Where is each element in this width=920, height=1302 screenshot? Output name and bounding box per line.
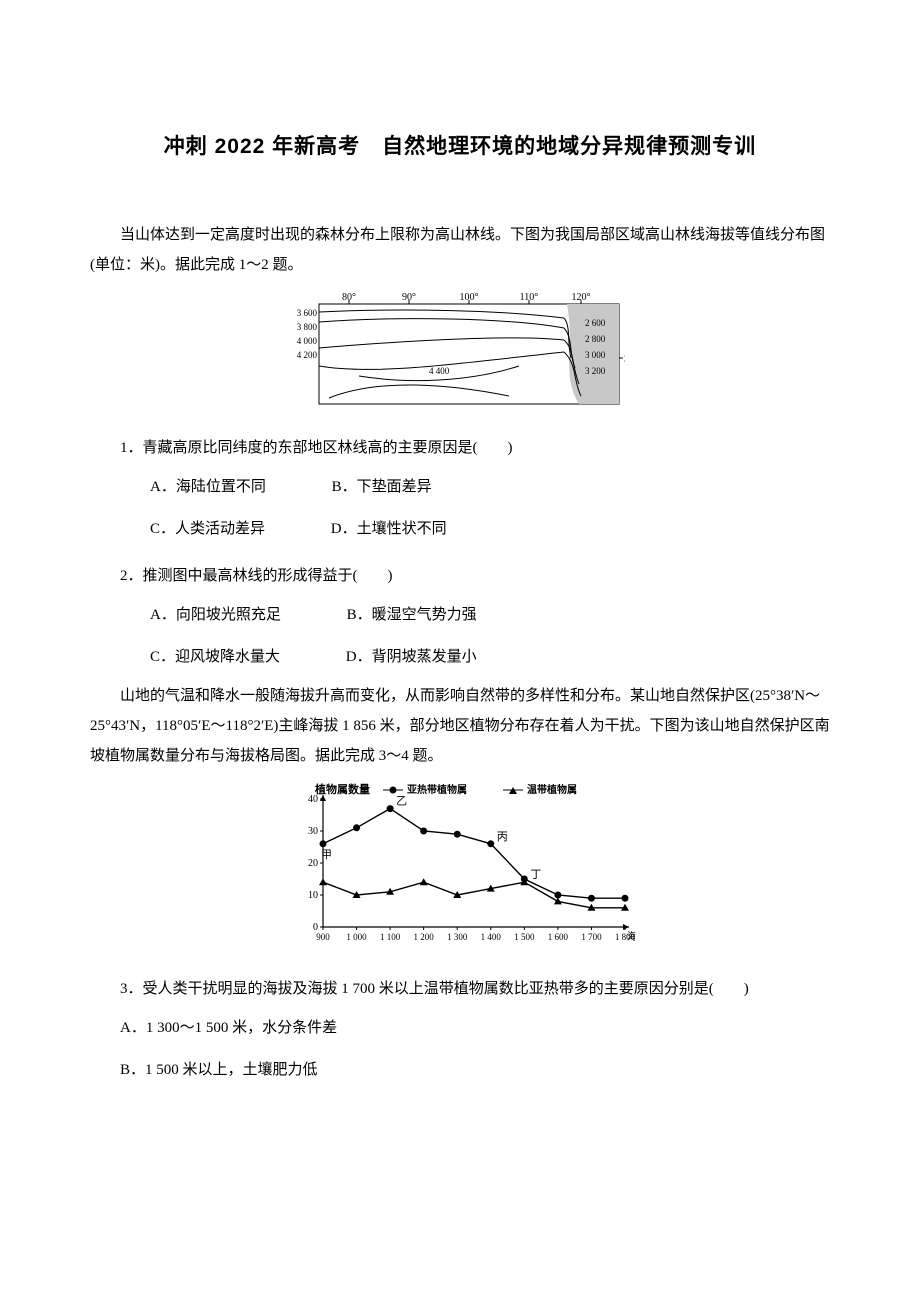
svg-text:3 800: 3 800 bbox=[297, 322, 318, 332]
svg-text:1 300: 1 300 bbox=[447, 932, 468, 942]
q1-options-row2: C．人类活动差异 D．土壤性状不同 bbox=[90, 511, 830, 547]
svg-text:3 200: 3 200 bbox=[585, 366, 606, 376]
map-figure: 80° 90° 100° 110° 120° 30° 3 600 3 800 4 000 4 20… bbox=[90, 290, 830, 415]
svg-text:温带植物属: 温带植物属 bbox=[527, 783, 577, 796]
svg-text:2 800: 2 800 bbox=[585, 334, 606, 344]
svg-text:2 600: 2 600 bbox=[585, 318, 606, 328]
svg-text:3 600: 3 600 bbox=[297, 308, 318, 318]
page-title: 冲刺 2022 年新高考 自然地理环境的地域分异规律预测专训 bbox=[90, 130, 830, 160]
svg-text:植物属数量: 植物属数量 bbox=[314, 782, 370, 796]
svg-text:1 200: 1 200 bbox=[414, 932, 435, 942]
svg-text:亚热带植物属: 亚热带植物属 bbox=[407, 783, 467, 796]
svg-text:1 000: 1 000 bbox=[346, 932, 367, 942]
q2-options-row2: C．迎风坡降水量大 D．背阴坡蒸发量小 bbox=[90, 639, 830, 675]
svg-text:3 000: 3 000 bbox=[585, 350, 606, 360]
svg-text:丁: 丁 bbox=[530, 869, 541, 881]
passage-2: 山地的气温和降水一般随海拔升高而变化，从而影响自然带的多样性和分布。某山地自然保… bbox=[90, 681, 830, 771]
svg-text:1 100: 1 100 bbox=[380, 932, 401, 942]
svg-text:90°: 90° bbox=[402, 292, 416, 303]
svg-text:10: 10 bbox=[308, 890, 318, 901]
svg-text:1 700: 1 700 bbox=[581, 932, 602, 942]
svg-text:丙: 丙 bbox=[497, 831, 508, 843]
svg-text:乙: 乙 bbox=[396, 795, 407, 808]
passage-1: 当山体达到一定高度时出现的森林分布上限称为高山林线。下图为我国局部区域高山林线海… bbox=[90, 220, 830, 280]
svg-text:4 000: 4 000 bbox=[297, 336, 318, 346]
svg-text:1 400: 1 400 bbox=[481, 932, 502, 942]
svg-text:20: 20 bbox=[308, 858, 318, 869]
q3-opt-a: A．1 300～1 500 米，水分条件差 bbox=[90, 1010, 830, 1046]
q1-opt-d: D．土壤性状不同 bbox=[301, 511, 447, 547]
svg-text:100°: 100° bbox=[460, 292, 479, 303]
q1-opt-c: C．人类活动差异 bbox=[120, 511, 265, 547]
svg-text:120°: 120° bbox=[572, 292, 591, 303]
q1-stem: 1．青藏高原比同纬度的东部地区林线高的主要原因是( ) bbox=[90, 433, 830, 463]
q2-opt-c: C．迎风坡降水量大 bbox=[120, 639, 280, 675]
q1-opt-b: B．下垫面差异 bbox=[302, 469, 432, 505]
q2-opt-b: B．暖湿空气势力强 bbox=[317, 597, 477, 633]
svg-text:30: 30 bbox=[308, 826, 318, 837]
q1-opt-a: A．海陆位置不同 bbox=[120, 469, 266, 505]
page: 冲刺 2022 年新高考 自然地理环境的地域分异规律预测专训 当山体达到一定高度… bbox=[0, 0, 920, 1302]
svg-text:4 200: 4 200 bbox=[297, 350, 318, 360]
q2-options-row1: A．向阳坡光照充足 B．暖湿空气势力强 bbox=[90, 597, 830, 633]
svg-text:900: 900 bbox=[316, 932, 330, 942]
chart-svg: 0102030409001 0001 1001 2001 3001 4001 5… bbox=[285, 781, 635, 951]
q2-opt-a: A．向阳坡光照充足 bbox=[120, 597, 281, 633]
svg-text:110°: 110° bbox=[520, 292, 539, 303]
svg-text:1 600: 1 600 bbox=[548, 932, 569, 942]
q2-stem: 2．推测图中最高林线的形成得益于( ) bbox=[90, 561, 830, 591]
q3-opt-b: B．1 500 米以上，土壤肥力低 bbox=[90, 1052, 830, 1088]
svg-text:4 400: 4 400 bbox=[429, 366, 450, 376]
q3-stem: 3．受人类干扰明显的海拔及海拔 1 700 米以上温带植物属数比亚热带多的主要原… bbox=[90, 974, 830, 1004]
svg-text:甲: 甲 bbox=[321, 849, 332, 861]
map-svg: 80° 90° 100° 110° 120° 30° 3 600 3 800 4 000 4 20… bbox=[295, 290, 625, 410]
q1-options-row1: A．海陆位置不同 B．下垫面差异 bbox=[90, 469, 830, 505]
q2-opt-d: D．背阴坡蒸发量小 bbox=[316, 639, 477, 675]
svg-text:海拔/m: 海拔/m bbox=[627, 930, 635, 943]
chart-figure: 0102030409001 0001 1001 2001 3001 4001 5… bbox=[90, 781, 830, 956]
svg-text:80°: 80° bbox=[342, 292, 356, 303]
svg-text:30°: 30° bbox=[624, 354, 625, 365]
svg-text:1 500: 1 500 bbox=[514, 932, 535, 942]
